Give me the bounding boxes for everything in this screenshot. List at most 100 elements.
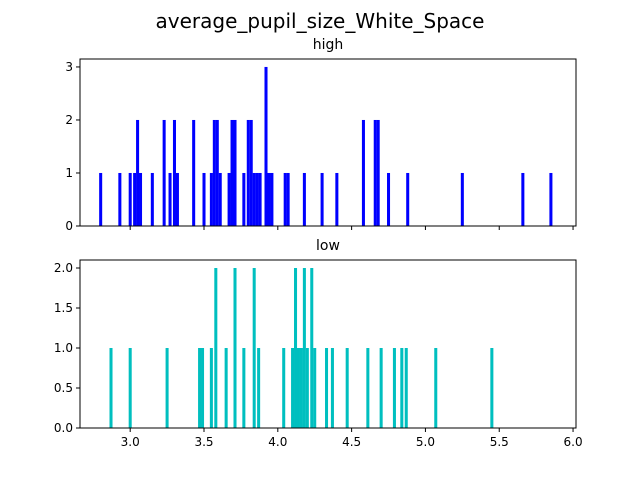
- low-bar-30: [490, 348, 494, 428]
- low-ytick-label-1: 0.5: [54, 381, 73, 395]
- high-bar-14: [212, 119, 216, 226]
- low-bar-23: [345, 348, 349, 428]
- panel-high: high 0 1 2 3: [65, 37, 577, 233]
- low-bar-8: [233, 268, 237, 428]
- low-bars: [109, 268, 494, 428]
- low-bar-7: [224, 348, 228, 428]
- high-bar-30: [286, 172, 290, 226]
- high-bar-28: [270, 172, 274, 226]
- high-y-axis: 0 1 2 3: [65, 60, 80, 233]
- high-bar-15: [215, 119, 219, 226]
- low-bar-5: [209, 348, 213, 428]
- low-xtick-label-3: 4.5: [342, 435, 361, 449]
- panel-low: low 0.0 0.5 1.0 1.5 2.0 3.0 3.5 4.0 4.5 5.0 5.5 6.…: [54, 238, 583, 449]
- figure-suptitle: average_pupil_size_White_Space: [156, 9, 485, 33]
- high-bar-26: [264, 66, 268, 226]
- low-bar-21: [325, 348, 329, 428]
- high-bar-36: [376, 119, 380, 226]
- high-bar-32: [320, 172, 324, 226]
- high-bar-18: [230, 119, 234, 226]
- panel-low-title: low: [316, 238, 340, 254]
- low-x-axis: 3.0 3.5 4.0 4.5 5.0 5.5 6.0: [121, 428, 583, 449]
- high-bar-7: [162, 119, 166, 226]
- high-ytick-label-0: 0: [65, 219, 73, 233]
- high-bar-1: [118, 172, 122, 226]
- high-bar-5: [139, 172, 143, 226]
- low-bar-1: [128, 348, 132, 428]
- low-bar-9: [242, 348, 246, 428]
- low-xtick-label-1: 3.5: [194, 435, 213, 449]
- high-bar-10: [175, 172, 179, 226]
- high-bar-9: [172, 119, 176, 226]
- low-y-axis: 0.0 0.5 1.0 1.5 2.0: [54, 261, 80, 435]
- low-bar-15: [296, 348, 300, 428]
- low-axes-frame: [79, 259, 577, 429]
- high-bar-0: [99, 172, 103, 226]
- low-bar-10: [252, 268, 256, 428]
- low-bar-28: [404, 348, 408, 428]
- low-bar-11: [257, 348, 261, 428]
- low-xtick-label-5: 5.5: [490, 435, 509, 449]
- high-bar-25: [258, 172, 262, 226]
- high-bar-31: [302, 172, 306, 226]
- high-bar-6: [150, 172, 154, 226]
- high-bar-19: [233, 119, 237, 226]
- low-bar-27: [400, 348, 404, 428]
- low-xtick-label-6: 6.0: [564, 435, 583, 449]
- low-xtick-label-2: 4.0: [268, 435, 287, 449]
- high-bar-21: [246, 119, 250, 226]
- high-bar-37: [387, 172, 391, 226]
- low-bar-13: [291, 348, 295, 428]
- high-x-axis: [129, 226, 574, 230]
- high-bar-17: [227, 172, 231, 226]
- high-bar-20: [242, 172, 246, 226]
- high-bar-13: [209, 172, 213, 226]
- high-ytick-label-1: 1: [65, 166, 73, 180]
- low-bar-26: [392, 348, 396, 428]
- low-bar-18: [305, 348, 309, 428]
- high-bar-4: [136, 119, 140, 226]
- high-bar-12: [202, 172, 206, 226]
- low-bar-0: [109, 348, 113, 428]
- low-bar-29: [434, 348, 438, 428]
- high-bar-34: [361, 119, 365, 226]
- low-bar-14: [294, 268, 298, 428]
- low-ytick-label-2: 1.0: [54, 341, 73, 355]
- high-bar-33: [335, 172, 339, 226]
- low-ytick-label-4: 2.0: [54, 261, 73, 275]
- high-bar-41: [549, 172, 553, 226]
- high-bar-29: [283, 172, 287, 226]
- high-bar-8: [168, 172, 172, 226]
- high-bar-22: [249, 119, 253, 226]
- low-ytick-label-0: 0.0: [54, 421, 73, 435]
- high-bars: [99, 66, 553, 226]
- high-ytick-label-3: 3: [65, 60, 73, 74]
- high-bar-40: [521, 172, 525, 226]
- low-bar-20: [313, 348, 317, 428]
- high-bar-39: [460, 172, 464, 226]
- low-bar-12: [282, 348, 286, 428]
- high-bar-16: [218, 172, 222, 226]
- high-bar-27: [267, 172, 271, 226]
- high-bar-24: [255, 172, 259, 226]
- high-bar-35: [373, 119, 377, 226]
- high-axes-frame: [79, 58, 577, 227]
- low-bar-17: [302, 268, 306, 428]
- high-bar-23: [252, 172, 256, 226]
- high-ytick-label-2: 2: [65, 113, 73, 127]
- low-bar-16: [299, 348, 303, 428]
- low-xtick-label-4: 5.0: [416, 435, 435, 449]
- low-bar-6: [214, 268, 218, 428]
- low-bar-22: [330, 348, 334, 428]
- low-bar-24: [366, 348, 370, 428]
- high-bar-3: [133, 172, 137, 226]
- low-xtick-label-0: 3.0: [121, 435, 140, 449]
- low-bar-25: [379, 348, 383, 428]
- low-bar-3: [198, 348, 202, 428]
- low-bar-19: [310, 268, 314, 428]
- high-bar-2: [128, 172, 132, 226]
- high-bar-38: [406, 172, 410, 226]
- high-bar-11: [192, 119, 196, 226]
- low-ytick-label-3: 1.5: [54, 301, 73, 315]
- panel-high-title: high: [313, 37, 344, 53]
